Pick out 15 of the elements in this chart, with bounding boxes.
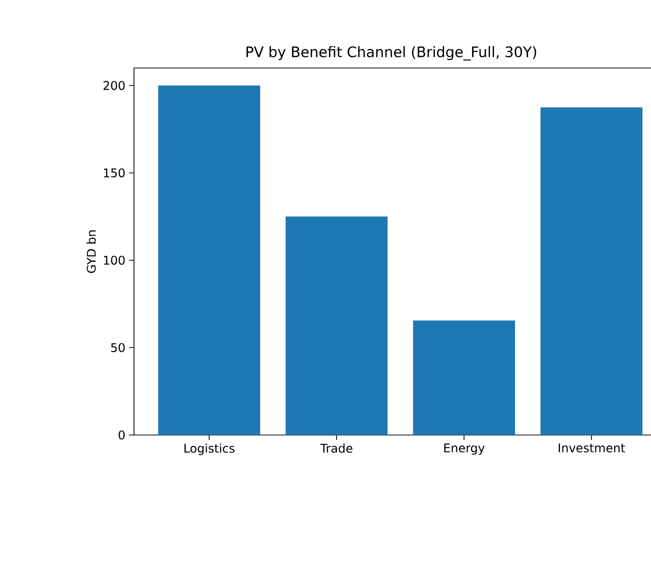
- bar: [158, 85, 260, 435]
- y-axis-title: GYD bn: [86, 230, 96, 273]
- chart-title: PV by Benefit Channel (Bridge_Full, 30Y): [246, 46, 536, 60]
- bar: [413, 320, 516, 435]
- bar: [540, 107, 642, 435]
- x-tick-label: Logistics: [184, 444, 234, 456]
- x-tick-label: Trade: [320, 444, 352, 453]
- x-tick-label: Investment: [558, 444, 626, 452]
- bar: [286, 216, 388, 435]
- y-tick-label: 150: [104, 168, 125, 178]
- y-tick-label: 0: [118, 430, 125, 440]
- y-tick-label: 200: [104, 80, 125, 90]
- y-tick-label: 100: [104, 256, 125, 265]
- y-tick-label: 50: [111, 343, 125, 352]
- x-tick-label: Energy: [444, 444, 485, 455]
